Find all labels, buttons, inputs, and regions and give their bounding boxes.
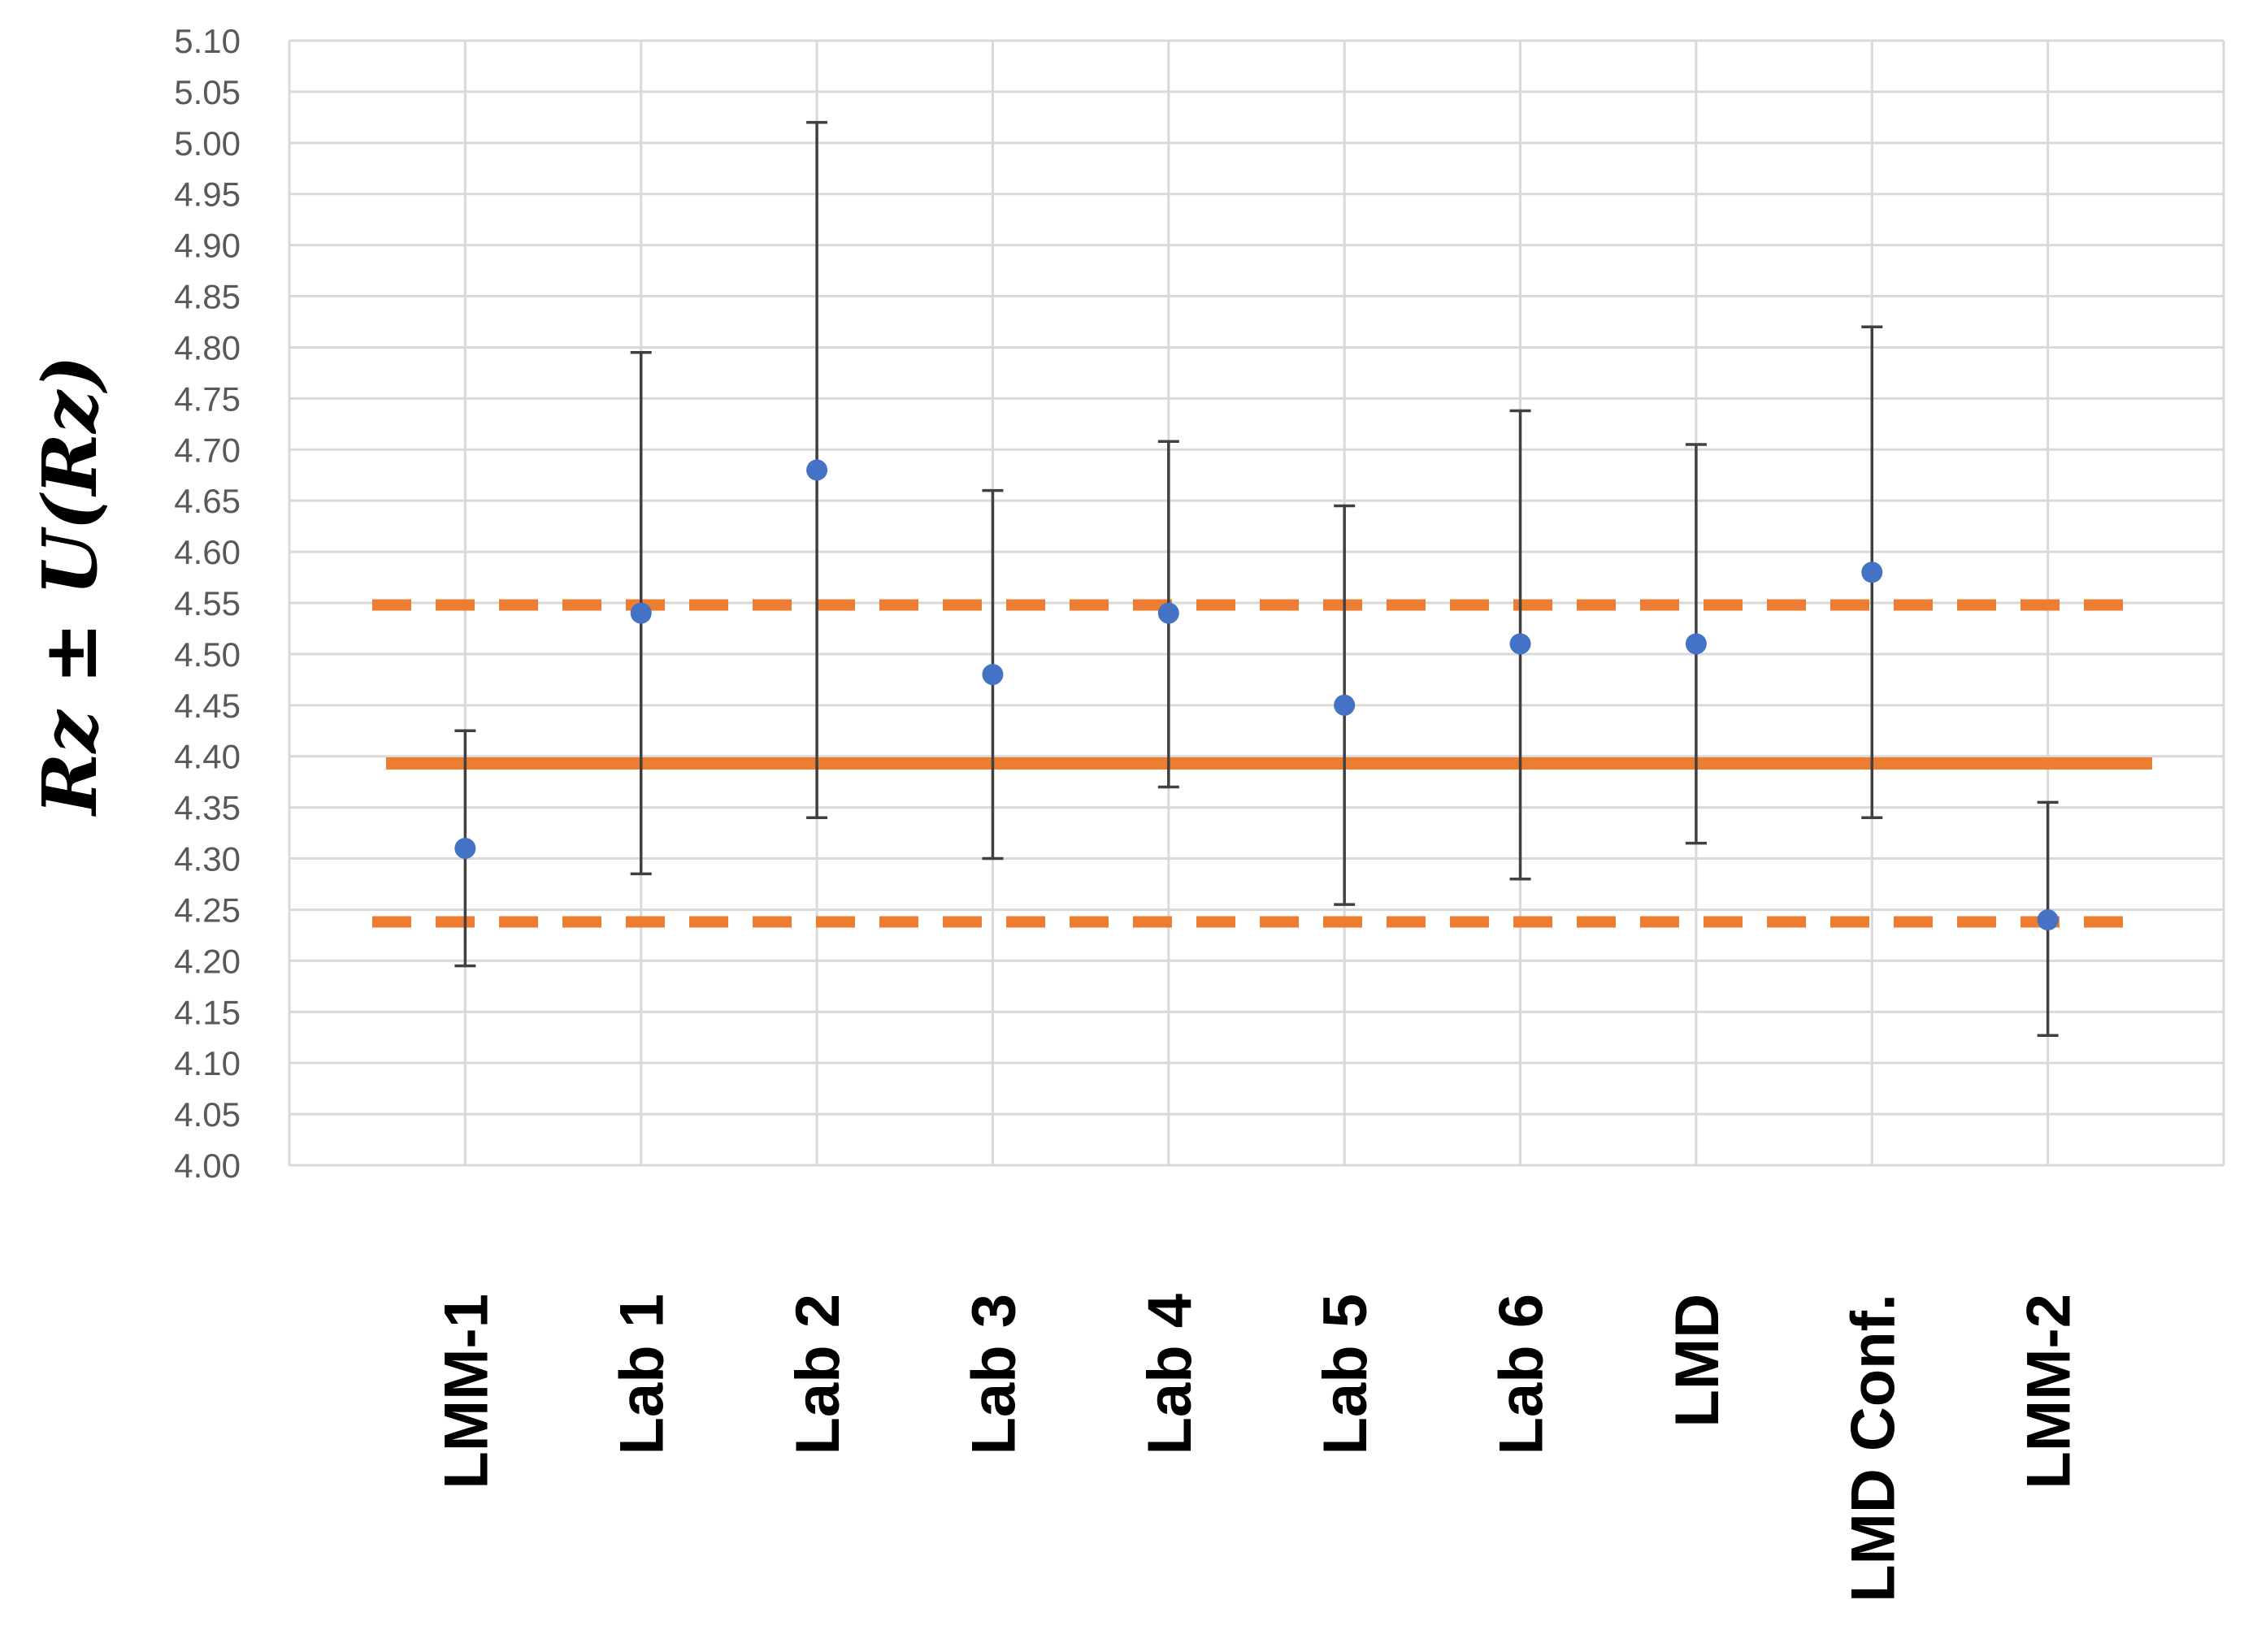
x-tick-label: LMD Conf.	[1838, 1294, 1908, 1602]
x-axis-tick-labels: LMM-1 Lab 1 Lab 2 Lab 3 Lab 4 Lab 5 Lab 6 LMD LM…	[432, 1294, 2083, 1602]
data-point	[454, 837, 476, 859]
reference-lines	[372, 599, 2152, 928]
y-tick-label: 4.50	[174, 635, 241, 674]
y-tick-label: 5.05	[174, 73, 241, 111]
data-points	[454, 459, 2059, 931]
gridlines	[288, 39, 2225, 1167]
y-tick-label: 4.95	[174, 176, 241, 214]
y-axis-label: Rz ± U(Rz)	[26, 355, 114, 817]
y-tick-label: 4.15	[174, 993, 241, 1031]
data-point	[1509, 633, 1531, 655]
y-tick-label: 4.55	[174, 584, 241, 622]
data-point	[2037, 909, 2059, 931]
y-tick-label: 4.35	[174, 789, 241, 827]
x-tick-label: Lab 1	[608, 1294, 677, 1455]
y-tick-label: 4.90	[174, 227, 241, 265]
data-point	[1334, 694, 1356, 716]
y-tick-label: 4.75	[174, 379, 241, 418]
y-tick-label: 4.80	[174, 328, 241, 366]
y-axis-tick-labels: 4.00 4.05 4.10 4.15 4.20 4.25 4.30 4.35 4.40 4.45…	[174, 22, 241, 1185]
x-tick-label: Lab 4	[1135, 1294, 1204, 1455]
y-tick-label: 4.30	[174, 840, 241, 878]
y-tick-label: 4.20	[174, 942, 241, 980]
x-tick-label: Lab 3	[959, 1294, 1028, 1455]
y-tick-label: 4.70	[174, 431, 241, 469]
y-tick-label: 4.00	[174, 1147, 241, 1185]
y-tick-label: 4.10	[174, 1044, 241, 1082]
y-tick-label: 4.45	[174, 687, 241, 725]
x-tick-label: LMM-2	[2015, 1294, 2084, 1489]
data-point	[1157, 602, 1179, 624]
data-point	[982, 664, 1004, 686]
y-tick-label: 4.05	[174, 1095, 241, 1134]
x-tick-label: Lab 5	[1311, 1294, 1380, 1455]
x-tick-label: Lab 6	[1487, 1294, 1556, 1455]
y-tick-label: 4.40	[174, 738, 241, 776]
y-tick-label: 5.10	[174, 22, 241, 60]
data-point	[1685, 633, 1707, 655]
y-tick-label: 4.65	[174, 482, 241, 520]
error-bars	[454, 120, 2059, 1037]
data-point	[1861, 562, 1883, 583]
y-tick-label: 4.60	[174, 533, 241, 571]
data-point	[630, 602, 652, 624]
y-tick-label: 4.25	[174, 891, 241, 929]
x-tick-label: LMD	[1663, 1294, 1732, 1428]
y-tick-label: 4.85	[174, 278, 241, 316]
data-point	[806, 459, 828, 481]
y-tick-label: 5.00	[174, 124, 241, 163]
x-tick-label: LMM-1	[432, 1294, 501, 1489]
x-tick-label: Lab 2	[783, 1294, 853, 1455]
